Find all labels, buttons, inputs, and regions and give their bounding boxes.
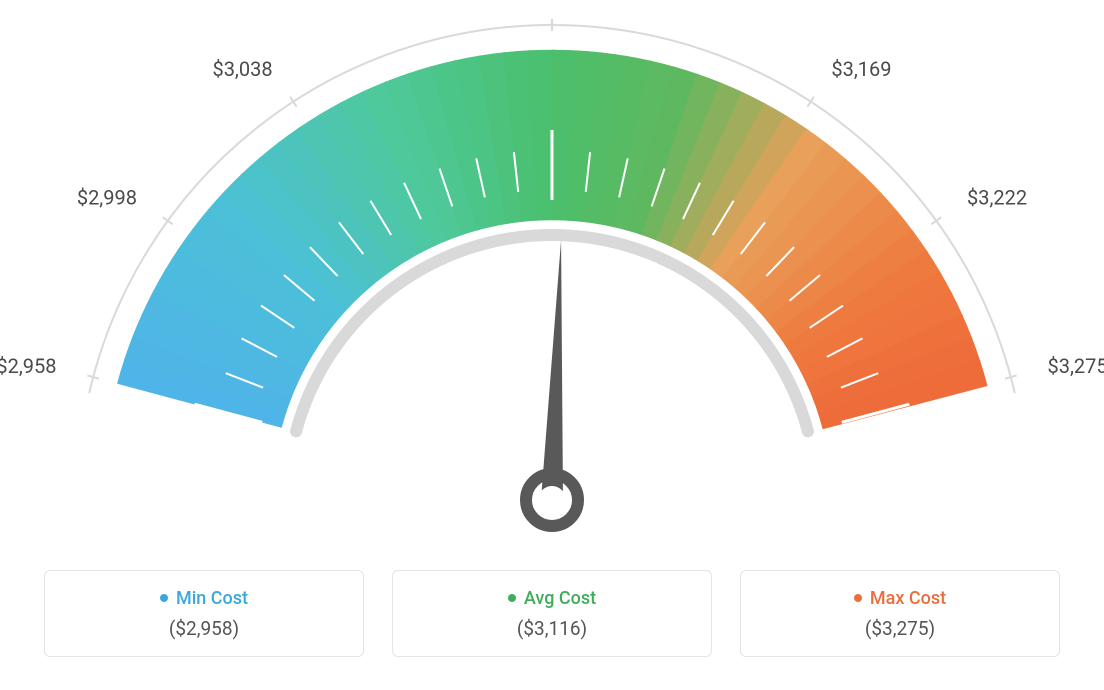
gauge-svg: $2,958$2,998$3,038$3,116$3,169$3,222$3,2…	[0, 0, 1104, 560]
gauge-tick-label: $3,169	[831, 57, 891, 81]
legend-min-label: Min Cost	[160, 588, 248, 609]
legend-max-label: Max Cost	[854, 588, 946, 609]
legend-min-value: ($2,958)	[65, 617, 343, 640]
gauge-needle	[541, 240, 563, 500]
legend-row: Min Cost ($2,958) Avg Cost ($3,116) Max …	[0, 570, 1104, 657]
gauge-tick-label: $3,222	[967, 185, 1027, 209]
gauge-tick-label: $2,998	[77, 185, 137, 209]
gauge-tick-label: $3,275	[1048, 354, 1104, 378]
legend-avg-label: Avg Cost	[508, 588, 596, 609]
legend-max-value: ($3,275)	[761, 617, 1039, 640]
legend-avg-value: ($3,116)	[413, 617, 691, 640]
gauge-tick-label: $2,958	[0, 354, 56, 378]
gauge-chart: $2,958$2,998$3,038$3,116$3,169$3,222$3,2…	[0, 0, 1104, 560]
legend-card-max: Max Cost ($3,275)	[740, 570, 1060, 657]
gauge-tick-label: $3,038	[212, 57, 272, 81]
legend-card-min: Min Cost ($2,958)	[44, 570, 364, 657]
legend-card-avg: Avg Cost ($3,116)	[392, 570, 712, 657]
